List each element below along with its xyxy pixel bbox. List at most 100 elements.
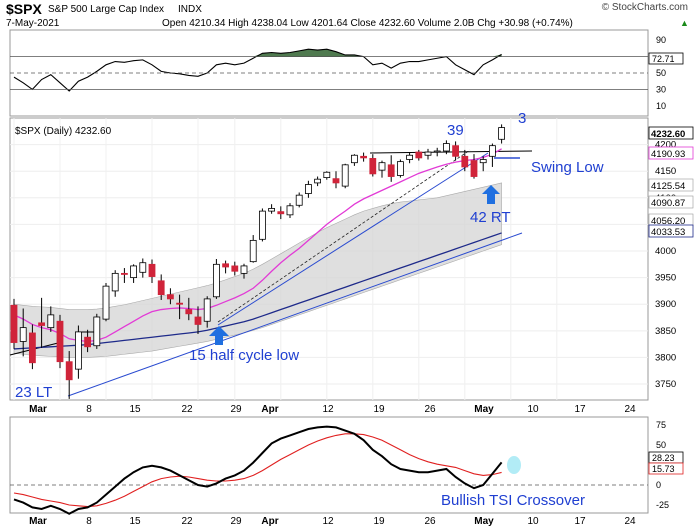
x-axis-label-bottom: 12	[322, 516, 334, 527]
rsi-panel: 9070503010 72.71	[9, 29, 684, 117]
price-tick-label: 4000	[655, 246, 676, 257]
copyright: © StockCharts.com	[602, 2, 688, 13]
x-axis-label-top: 22	[181, 404, 193, 415]
candle-body	[47, 314, 55, 329]
rsi-line	[13, 48, 502, 92]
candle-body	[75, 331, 82, 370]
x-axis-label-bottom: 19	[373, 516, 385, 527]
x-axis-label-bottom: Apr	[261, 516, 278, 527]
x-axis-label-top: 12	[322, 404, 334, 415]
x-axis-label-top: Apr	[261, 404, 278, 415]
fast-ma-value: 4190.93	[651, 149, 685, 160]
candle-body	[470, 160, 478, 177]
arrow-up-icon-half-cycle	[209, 326, 229, 345]
tsi-signal-line	[13, 433, 502, 508]
candle-body	[323, 171, 331, 178]
candle-body	[157, 280, 165, 296]
candle-body	[212, 263, 220, 298]
candle-body	[268, 208, 276, 212]
x-axis-label-bottom: Mar	[29, 516, 47, 527]
tsi-value: 28.23	[652, 453, 675, 463]
price-panel-label: $SPX (Daily) 4232.60	[15, 126, 112, 137]
price-tick-label: 3950	[655, 273, 676, 284]
tsi-tick-label: 75	[656, 420, 666, 430]
exchange: INDX	[178, 4, 202, 15]
x-axis-label-top: 29	[230, 404, 242, 415]
candle-body	[350, 154, 358, 164]
candle-body	[249, 239, 257, 263]
candle-body	[360, 155, 368, 159]
trendline-rt	[217, 152, 489, 326]
candle-body	[231, 265, 239, 272]
candle-body	[258, 210, 266, 240]
candle-body	[433, 150, 441, 153]
tsi-tick-label: 50	[656, 440, 666, 450]
candle-body	[166, 294, 174, 300]
x-axis-label-top: 26	[424, 404, 436, 415]
rsi-value-tag: 72.71	[648, 52, 684, 65]
candle-body	[286, 205, 294, 216]
candle-body	[93, 316, 101, 347]
annotation-cycle-39: 39	[447, 122, 464, 139]
tsi-tick-label: -25	[656, 500, 669, 510]
candle-body	[10, 304, 18, 343]
candle-body	[341, 164, 349, 187]
symbol: $SPX	[6, 1, 42, 17]
rsi-tick-label: 30	[656, 84, 666, 94]
tsi-panel-frame	[9, 416, 649, 514]
candle-body	[65, 361, 73, 381]
price-last-tag: 4232.60	[648, 126, 694, 140]
price-tick-label: 3800	[655, 352, 676, 363]
band-value-3: 4056.20	[651, 216, 685, 227]
candle-body	[498, 127, 506, 140]
index-name: S&P 500 Large Cap Index	[48, 4, 164, 15]
x-axis-label-top: 19	[373, 404, 385, 415]
band-value-1: 4125.54	[651, 181, 685, 192]
candle-body	[396, 161, 404, 176]
candle-body	[84, 336, 91, 348]
candle-body	[314, 178, 322, 184]
annotation-23-lt: 23 LT	[15, 384, 52, 401]
candle-body	[277, 211, 285, 215]
candle-body	[304, 184, 312, 194]
up-arrow-icon: ▲	[680, 18, 689, 28]
bollinger-band	[13, 182, 502, 358]
trendline-lt	[67, 232, 523, 397]
rsi-last-value: 72.71	[652, 54, 675, 64]
band-value-4: 4033.53	[651, 227, 685, 238]
price-panel: 3750380038503900395040004050410041504200…	[9, 110, 694, 401]
x-axis-label-bottom: 22	[181, 516, 193, 527]
x-axis-label-top: May	[474, 404, 494, 415]
x-axis-label-bottom: May	[474, 516, 494, 527]
x-axis-label-bottom: 29	[230, 516, 242, 527]
candle-body	[102, 285, 110, 320]
candle-body	[148, 263, 156, 277]
candle-body	[56, 320, 64, 363]
candle-body	[488, 145, 496, 157]
x-axis-label-top: 24	[624, 404, 636, 415]
tsi-line	[13, 425, 503, 515]
candle-body	[424, 151, 432, 156]
resistance-line	[369, 150, 533, 154]
candle-body	[295, 194, 303, 206]
rsi-tick-label: 90	[656, 35, 666, 45]
date: 7-May-2021	[6, 18, 60, 29]
annotation-42-rt: 42 RT	[470, 209, 511, 226]
price-tick-label: 4200	[655, 140, 676, 151]
candle-body	[176, 302, 184, 305]
candle-body	[185, 309, 193, 315]
tsi-value-tags: 28.23 15.73	[648, 451, 684, 475]
candle-body	[130, 265, 138, 279]
candle-body	[406, 154, 414, 160]
annotation-tsi-crossover: Bullish TSI Crossover	[441, 492, 585, 509]
candle-body	[479, 159, 487, 164]
price-tick-label: 3900	[655, 299, 676, 310]
candle-body	[461, 155, 469, 168]
candle-body	[378, 162, 386, 171]
candle-body	[332, 178, 340, 184]
x-axis-label-bottom: 10	[527, 516, 539, 527]
rsi-tick-label: 10	[656, 101, 666, 111]
candle-body	[442, 143, 450, 152]
x-axis-label-bottom: 24	[624, 516, 636, 527]
